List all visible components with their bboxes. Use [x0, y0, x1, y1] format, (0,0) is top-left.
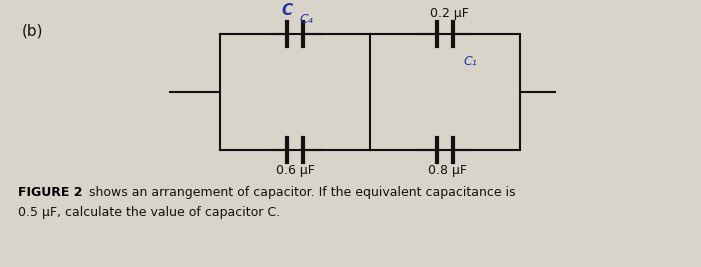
Text: shows an arrangement of capacitor. If the equivalent capacitance is: shows an arrangement of capacitor. If th…	[85, 186, 516, 199]
Text: FIGURE 2: FIGURE 2	[18, 186, 83, 199]
Text: C₄: C₄	[299, 13, 313, 26]
Text: 0.8 μF: 0.8 μF	[428, 164, 466, 177]
Text: 0.2 μF: 0.2 μF	[430, 7, 468, 20]
Text: C: C	[281, 3, 292, 18]
Text: 0.6 μF: 0.6 μF	[275, 164, 315, 177]
Text: (b): (b)	[22, 24, 43, 39]
Text: C₁: C₁	[463, 55, 477, 68]
Text: 0.5 μF, calculate the value of capacitor C.: 0.5 μF, calculate the value of capacitor…	[18, 206, 280, 219]
